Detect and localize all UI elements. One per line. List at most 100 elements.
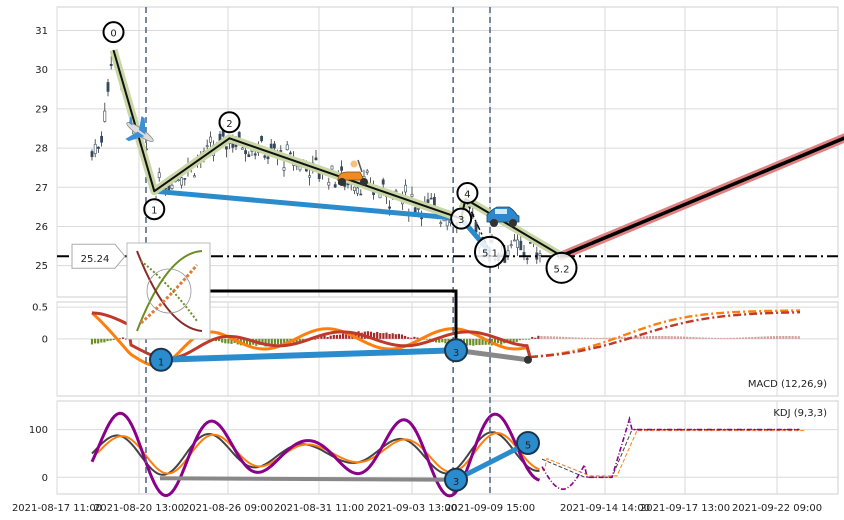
macd-histogram-bar: [466, 338, 469, 346]
macd-histogram-bar: [565, 336, 568, 339]
macd-histogram-bar: [580, 337, 583, 339]
macd-histogram-bar: [676, 336, 679, 339]
macd-histogram-bar: [475, 338, 478, 345]
macd-histogram-bar: [717, 337, 720, 339]
macd-histogram-bar: [438, 338, 441, 343]
candle-body: [352, 186, 356, 192]
macd-histogram-bar: [369, 331, 373, 339]
macd-histogram-bar: [779, 336, 782, 339]
macd-histogram-bar: [658, 335, 661, 339]
candle-body: [333, 184, 337, 188]
candle-body: [416, 208, 420, 210]
macd-histogram-bar: [574, 337, 577, 339]
macd-histogram-bar: [425, 338, 428, 340]
candle-body: [260, 135, 264, 142]
macd-histogram-bar: [695, 337, 698, 339]
macd-signal-forecast-line: [529, 311, 801, 359]
macd-divergence-line: [160, 347, 457, 363]
kdj-j-forecast: [541, 415, 800, 491]
xtick-label: 2021-09-14 14:00: [560, 503, 650, 514]
kdj-divergence-line: [454, 440, 530, 482]
candle-body: [170, 184, 174, 189]
wave-point-marker: [456, 182, 479, 205]
candle-body: [410, 193, 414, 197]
macd-histogram-bar: [645, 336, 648, 339]
connector-line: [210, 289, 458, 352]
wave-point-marker: [545, 251, 578, 284]
price-ytick-label: 31: [35, 26, 48, 37]
macd-histogram-bar: [720, 337, 723, 339]
macd-histogram-bar: [400, 334, 404, 339]
candle-body: [244, 150, 248, 155]
xtick-label: 2021-08-20 13:00: [94, 503, 184, 514]
candle-body: [103, 110, 107, 122]
macd-histogram-bar: [472, 338, 475, 346]
macd-histogram-bar: [782, 335, 785, 339]
macd-histogram-bar: [295, 338, 298, 343]
indicator-title: MACD (12,26,9): [748, 379, 827, 390]
macd-histogram-bar: [444, 338, 447, 344]
kdj-ytick-label: 0: [42, 473, 48, 484]
candle-body: [225, 146, 228, 150]
macd-histogram-bar: [342, 333, 345, 339]
macd-histogram-bar: [242, 338, 245, 346]
kdj-d-line: [96, 431, 540, 475]
macd-histogram-bar: [509, 338, 512, 342]
macd-ytick-label: 0: [42, 334, 48, 345]
macd-histogram-bar: [230, 338, 233, 344]
macd-histogram-bar: [385, 332, 388, 339]
wave-branch-line: [464, 198, 491, 253]
candle-body: [263, 155, 267, 158]
macd-histogram-bar: [639, 336, 642, 339]
macd-histogram-bar: [224, 338, 227, 344]
macd-histogram-bar: [741, 337, 745, 339]
candle-body: [474, 222, 478, 233]
macd-histogram-bar: [732, 337, 735, 339]
macd-histogram-bar: [698, 337, 701, 339]
macd-histogram-bar: [273, 338, 276, 347]
wave-point-label: 2: [226, 119, 232, 130]
macd-histogram-bar: [366, 331, 369, 339]
candle-body: [288, 152, 292, 155]
macd-histogram-bar: [636, 336, 639, 339]
candle-body: [426, 199, 430, 204]
macd-histogram-bar: [388, 334, 391, 339]
macd-histogram-bar: [673, 336, 676, 339]
candle-body: [157, 172, 161, 178]
candle-body: [247, 154, 251, 158]
candle-body: [522, 252, 526, 256]
macd-histogram-bar: [267, 338, 270, 346]
wave-point-marker: [143, 198, 166, 221]
macd-histogram-bar: [100, 338, 103, 343]
macd-histogram-bar: [735, 337, 738, 339]
macd-histogram-bar: [791, 336, 794, 339]
level-callout: [71, 243, 126, 269]
macd-histogram-bar: [97, 338, 100, 344]
macd-histogram-bar: [562, 336, 565, 339]
macd-histogram-bar: [413, 336, 416, 339]
macd-histogram-bar: [661, 335, 664, 339]
macd-histogram-bar: [568, 337, 571, 339]
candle-body: [279, 150, 283, 152]
macd-histogram-bar: [546, 336, 549, 339]
wave-point-label: 4: [464, 190, 470, 201]
macd-histogram-bar: [478, 338, 481, 346]
candle-body: [519, 240, 523, 251]
inset-thumbnail: [126, 242, 211, 340]
macd-histogram-bar: [652, 336, 655, 339]
divergence-label: 5: [525, 440, 531, 451]
macd-histogram-bar: [689, 336, 692, 339]
xtick-label: 2021-09-09 15:00: [445, 503, 535, 514]
candle-body: [109, 63, 113, 66]
wave-point-label: 1: [151, 206, 157, 217]
macd-histogram-bar: [441, 338, 444, 343]
macd-histogram-bar: [121, 337, 125, 339]
macd-histogram-bar: [797, 336, 800, 339]
macd-histogram-bar: [301, 338, 304, 341]
macd-histogram-bar: [583, 337, 586, 339]
kdj-ytick-label: 100: [29, 425, 48, 436]
macd-histogram-bar: [435, 338, 438, 343]
macd-histogram-bar: [391, 333, 394, 339]
level-label: 25.24: [81, 254, 110, 265]
divergence-marker: [444, 338, 468, 363]
